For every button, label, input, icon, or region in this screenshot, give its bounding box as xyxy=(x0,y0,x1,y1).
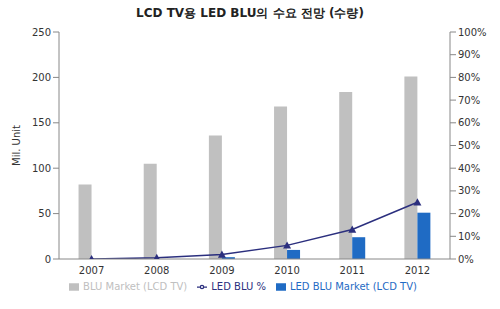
svg-text:60%: 60% xyxy=(458,117,480,128)
svg-text:0%: 0% xyxy=(458,254,474,265)
html-text:LCD TV용 LED BLU의 수요 전망 (수량): LCD TV용 LED BLU의 수요 전망 (수량) xyxy=(136,6,364,20)
svg-text:20%: 20% xyxy=(458,208,480,219)
svg-text:Mil. Unit: Mil. Unit xyxy=(11,125,22,166)
svg-text:150: 150 xyxy=(32,117,51,128)
svg-text:2009: 2009 xyxy=(209,265,234,276)
svg-text:80%: 80% xyxy=(458,72,480,83)
svg-text:10%: 10% xyxy=(458,231,480,242)
html-text:BLU Market (LCD TV): BLU Market (LCD TV) xyxy=(83,281,188,292)
svg-text:100%: 100% xyxy=(458,27,487,38)
svg-text:50%: 50% xyxy=(458,140,480,151)
svg-text:100: 100 xyxy=(32,163,51,174)
html-text:LED BLU %: LED BLU % xyxy=(211,281,266,292)
svg-text:2007: 2007 xyxy=(79,265,104,276)
svg-text:70%: 70% xyxy=(458,95,480,106)
svg-text:50: 50 xyxy=(38,208,51,219)
svg-text:2008: 2008 xyxy=(144,265,169,276)
svg-text:200: 200 xyxy=(32,72,51,83)
svg-text:250: 250 xyxy=(32,27,51,38)
svg-text:40%: 40% xyxy=(458,163,480,174)
svg-text:30%: 30% xyxy=(458,185,480,196)
svg-text:2010: 2010 xyxy=(274,265,299,276)
svg-text:2011: 2011 xyxy=(340,265,365,276)
svg-text:90%: 90% xyxy=(458,49,480,60)
svg-text:0: 0 xyxy=(45,254,51,265)
svg-text:2012: 2012 xyxy=(405,265,430,276)
html-text:LED BLU Market (LCD TV): LED BLU Market (LCD TV) xyxy=(290,281,417,292)
